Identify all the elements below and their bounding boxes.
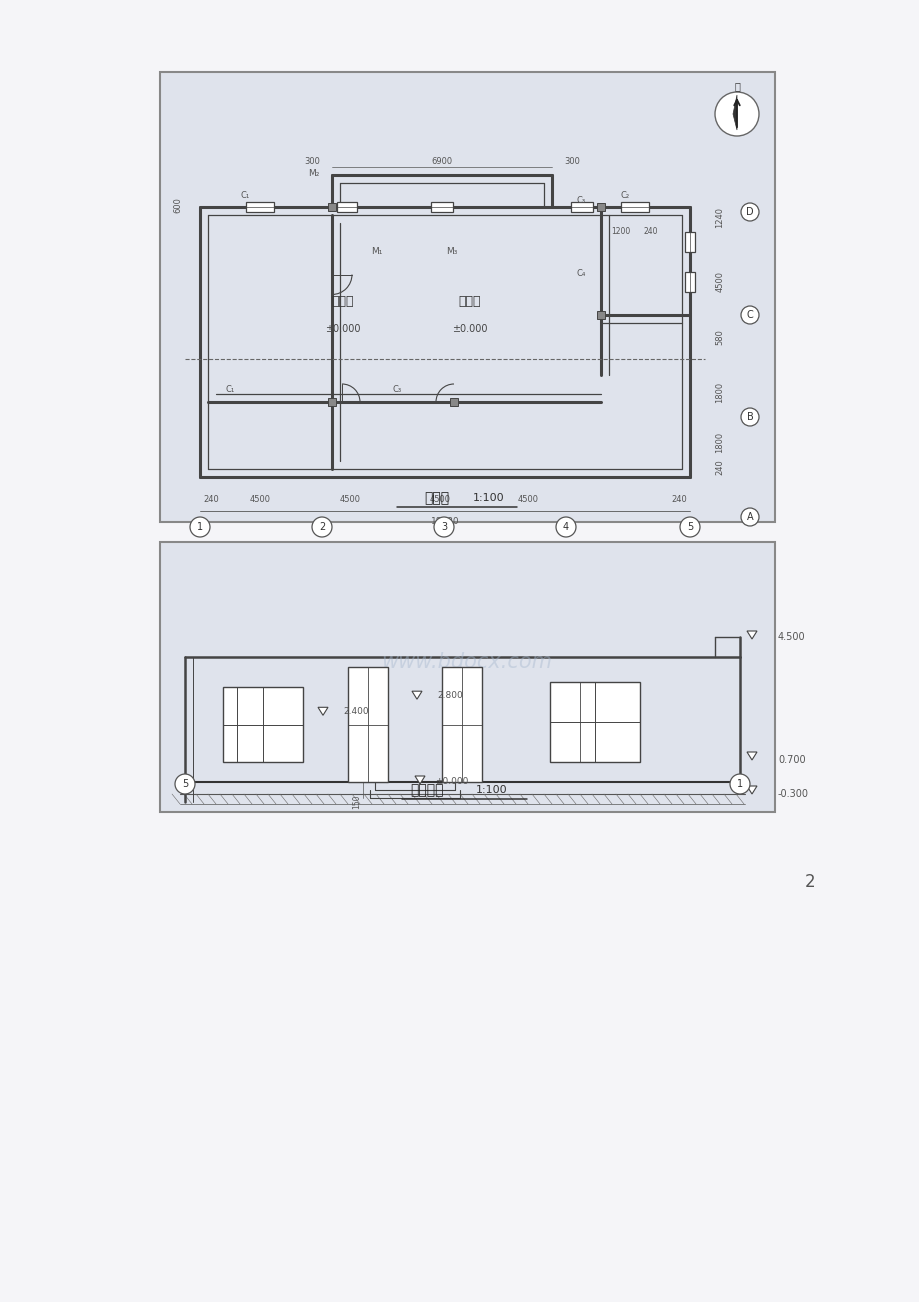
Text: C₃: C₃	[576, 195, 584, 204]
Text: 18480: 18480	[430, 517, 459, 526]
Text: 1240: 1240	[715, 207, 724, 228]
Text: 240: 240	[203, 495, 219, 504]
Bar	[596, 311, 605, 319]
Text: A: A	[746, 512, 753, 522]
Circle shape	[434, 517, 453, 536]
Text: 2.800: 2.800	[437, 691, 462, 700]
Text: 1800: 1800	[715, 431, 724, 453]
Polygon shape	[732, 95, 736, 130]
Text: ±0.000: ±0.000	[451, 323, 487, 333]
Text: 5: 5	[182, 779, 187, 789]
Text: C₃: C₃	[392, 385, 401, 395]
Text: 北立面图: 北立面图	[410, 783, 443, 797]
Text: 4500: 4500	[339, 495, 360, 504]
Text: M₂: M₂	[308, 168, 319, 177]
Bar	[347, 667, 388, 783]
Bar	[336, 202, 357, 212]
Polygon shape	[746, 753, 756, 760]
Text: 营业厅: 营业厅	[458, 296, 481, 309]
Text: 1200: 1200	[611, 228, 630, 237]
Text: 4500: 4500	[715, 272, 724, 293]
Text: 办公室: 办公室	[332, 296, 354, 309]
Text: 150: 150	[352, 794, 361, 810]
Bar	[328, 398, 335, 406]
Circle shape	[740, 203, 758, 221]
Bar	[685, 232, 694, 253]
Text: 6900: 6900	[431, 156, 452, 165]
Text: 北: 北	[733, 81, 739, 91]
Text: 3: 3	[440, 522, 447, 533]
Polygon shape	[412, 691, 422, 699]
Text: 1: 1	[736, 779, 743, 789]
Text: 平面图: 平面图	[424, 491, 449, 505]
Text: ±0.000: ±0.000	[325, 323, 360, 333]
Bar	[685, 272, 694, 292]
Bar	[430, 202, 452, 212]
Polygon shape	[746, 631, 756, 639]
Text: 1:100: 1:100	[472, 493, 505, 503]
Text: D: D	[745, 207, 753, 217]
Bar	[620, 202, 648, 212]
Polygon shape	[414, 776, 425, 784]
Text: 4500: 4500	[429, 495, 450, 504]
Polygon shape	[746, 786, 756, 794]
Text: 4500: 4500	[249, 495, 270, 504]
Text: 580: 580	[715, 329, 724, 345]
Text: M₃: M₃	[446, 247, 457, 256]
Circle shape	[312, 517, 332, 536]
Text: 300: 300	[304, 156, 320, 165]
Circle shape	[190, 517, 210, 536]
Circle shape	[729, 773, 749, 794]
Text: C₄: C₄	[575, 268, 585, 277]
Bar	[571, 202, 593, 212]
Text: C₁: C₁	[240, 190, 249, 199]
Circle shape	[679, 517, 699, 536]
Circle shape	[740, 508, 758, 526]
Text: 240: 240	[670, 495, 686, 504]
Text: C: C	[746, 310, 753, 320]
Circle shape	[175, 773, 195, 794]
Text: 4500: 4500	[516, 495, 538, 504]
Text: 600: 600	[174, 198, 182, 214]
Text: ±0.000: ±0.000	[435, 777, 468, 786]
Text: 5: 5	[686, 522, 692, 533]
Text: -0.300: -0.300	[777, 789, 808, 799]
Text: 240: 240	[715, 460, 724, 475]
Bar	[222, 687, 302, 762]
Text: 2.400: 2.400	[343, 707, 369, 716]
Text: 4.500: 4.500	[777, 631, 805, 642]
Text: 1: 1	[197, 522, 203, 533]
Bar	[245, 202, 274, 212]
Circle shape	[740, 306, 758, 324]
Text: 240: 240	[643, 228, 657, 237]
Text: C₂: C₂	[619, 190, 629, 199]
Bar	[160, 542, 774, 812]
Text: 2: 2	[804, 874, 814, 891]
Circle shape	[714, 92, 758, 135]
Text: 300: 300	[563, 156, 579, 165]
Bar	[160, 72, 774, 522]
Polygon shape	[318, 707, 328, 715]
Text: 2: 2	[319, 522, 324, 533]
Text: M₁: M₁	[371, 247, 382, 256]
Bar	[596, 203, 605, 211]
Bar	[449, 398, 458, 406]
Text: 1:100: 1:100	[476, 785, 507, 796]
Bar	[441, 667, 482, 783]
Bar	[328, 203, 335, 211]
Text: 4: 4	[562, 522, 569, 533]
Circle shape	[555, 517, 575, 536]
Text: 1800: 1800	[715, 381, 724, 402]
Text: 0.700: 0.700	[777, 755, 805, 766]
Bar	[550, 682, 640, 762]
Text: www.bdocx.com: www.bdocx.com	[381, 652, 552, 672]
Text: C₁: C₁	[225, 385, 234, 395]
Circle shape	[740, 408, 758, 426]
Text: B: B	[746, 411, 753, 422]
